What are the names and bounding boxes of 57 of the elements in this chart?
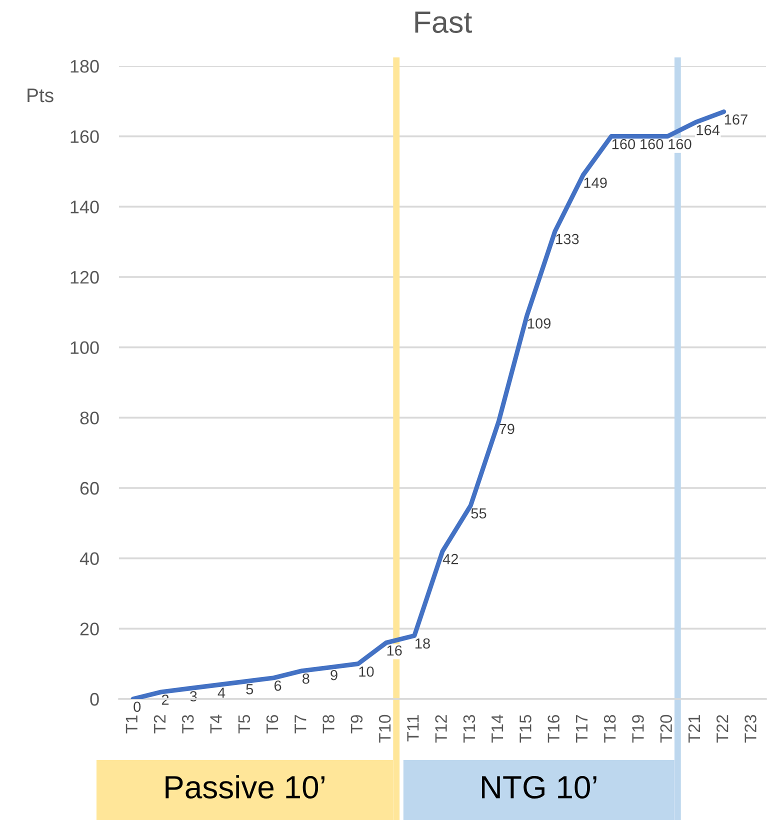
x-tick-label: T21 [688, 715, 700, 743]
data-label: 9 [330, 670, 338, 680]
data-label: 4 [218, 688, 226, 698]
y-tick-label: 160 [70, 130, 99, 144]
data-label: 18 [415, 638, 430, 649]
data-label: 55 [471, 508, 486, 519]
y-tick-label: 0 [90, 692, 99, 706]
x-tick-label: T15 [520, 714, 532, 743]
y-tick-label: 100 [70, 341, 99, 354]
x-tick-label: T17 [576, 715, 588, 743]
data-label: 133 [556, 234, 579, 244]
y-tick-label: 140 [70, 200, 99, 214]
x-tick-label: T14 [492, 714, 504, 743]
data-label: 164 [696, 124, 720, 136]
x-tick-label: T13 [463, 715, 476, 743]
data-label: 160 [668, 138, 692, 150]
y-tick-label: 20 [80, 622, 99, 636]
data-label: 160 [640, 138, 664, 150]
x-tick-label: T12 [435, 715, 447, 743]
data-label: 167 [724, 114, 748, 125]
x-tick-label: T19 [632, 715, 644, 743]
data-label: 6 [274, 680, 282, 691]
data-label: 0 [134, 702, 141, 712]
y-tick-label: 60 [80, 482, 99, 495]
y-tick-label: 120 [70, 270, 99, 284]
x-tick-label: T1 [126, 715, 138, 734]
x-tick-label: T7 [294, 715, 306, 734]
x-tick-label: T18 [604, 715, 616, 743]
x-tick-label: T22 [716, 715, 728, 743]
x-tick-label: T9 [350, 715, 363, 734]
data-label: 149 [584, 178, 607, 188]
x-tick-label: T2 [154, 715, 166, 734]
y-tick-label: 180 [70, 60, 99, 73]
x-tick-label: T6 [266, 715, 278, 734]
x-tick-label: T16 [548, 715, 560, 743]
y-tick-label: 80 [80, 412, 99, 424]
x-tick-label: T11 [407, 715, 419, 742]
ref-line-label: Passive 10’ [166, 775, 324, 799]
x-tick-label: T10 [378, 714, 391, 743]
data-label: 10 [359, 666, 374, 677]
data-label: 79 [500, 424, 514, 434]
ref-line-label: NTG 10’ [482, 776, 596, 799]
y-tick-label: 40 [80, 552, 99, 566]
data-label: 109 [528, 318, 551, 329]
x-tick-label: T3 [182, 715, 194, 734]
x-tick-label: T8 [322, 715, 334, 734]
data-label: 42 [442, 554, 458, 564]
x-tick-label: T20 [660, 714, 672, 743]
data-label: 8 [302, 673, 310, 684]
x-tick-label: T4 [210, 714, 222, 734]
data-label: 16 [387, 645, 402, 656]
data-label: 160 [612, 138, 636, 150]
data-label: 5 [246, 684, 254, 694]
x-tick-label: T23 [744, 715, 756, 743]
x-tick-label: T5 [238, 714, 250, 734]
chart-title: Fast [415, 12, 472, 33]
y-axis-title: Pts [28, 88, 54, 102]
